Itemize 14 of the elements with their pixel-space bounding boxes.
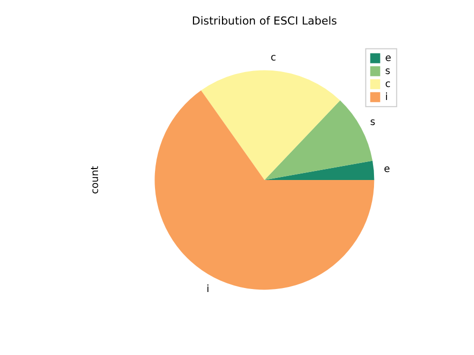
slice-label: i bbox=[206, 284, 210, 296]
pie-slice bbox=[264, 100, 373, 180]
slice-label: s bbox=[370, 116, 376, 128]
text: count bbox=[90, 166, 101, 194]
legend-label: s bbox=[385, 66, 390, 78]
pie-slice bbox=[154, 90, 374, 290]
pie-slice bbox=[201, 70, 340, 180]
pie-slice bbox=[264, 160, 374, 180]
legend-label: e bbox=[385, 53, 392, 64]
slice-label: c bbox=[270, 52, 276, 64]
chart-title: Distribution of ESCI Labels bbox=[192, 14, 338, 28]
legend-label: i bbox=[385, 92, 388, 104]
legend-label: c bbox=[385, 79, 391, 90]
slice-label: e bbox=[384, 164, 390, 176]
